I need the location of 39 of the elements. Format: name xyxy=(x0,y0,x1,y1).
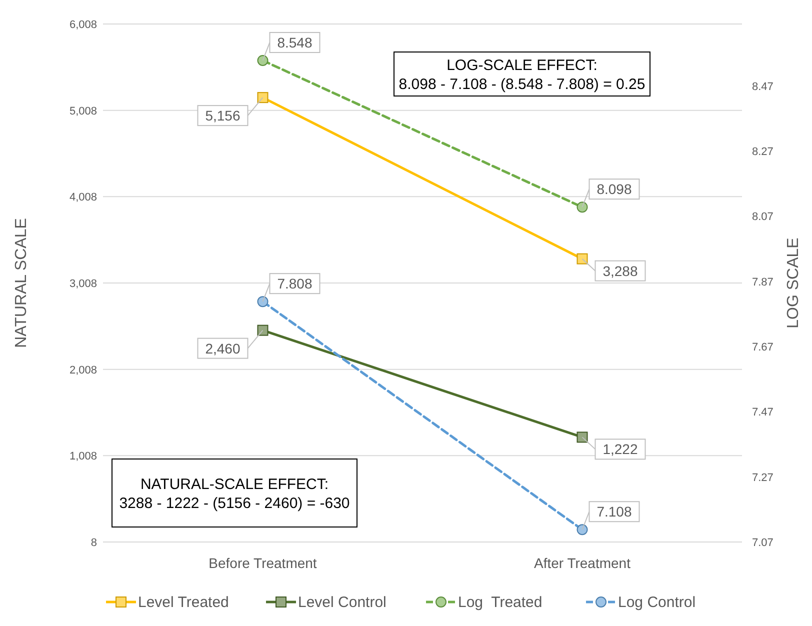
y2-tick-label: 8.27 xyxy=(752,146,774,158)
data-label: 1,222 xyxy=(602,441,638,458)
legend-label: Log Control xyxy=(618,594,696,611)
legend-label: Level Control xyxy=(298,594,386,611)
data-label: 2,460 xyxy=(205,340,240,356)
y-tick-label: 6,008 xyxy=(69,19,97,31)
data-label: 7.808 xyxy=(277,276,312,292)
annotation: LOG-SCALE EFFECT: 8.098 - 7.108 - (8.548 - 7.808) = 0.25 xyxy=(398,57,646,93)
data-label: 8.098 xyxy=(596,181,632,198)
legend-label: Level Treated xyxy=(138,594,229,611)
y-axis-title: NATURAL SCALE xyxy=(13,218,30,348)
y2-tick-label: 7.47 xyxy=(752,406,774,419)
annotation: NATURAL-SCALE EFFECT: 3288 - 1222 - (5156 - 2460) = -630 xyxy=(119,476,350,512)
data-label: 8.548 xyxy=(277,34,312,50)
point xyxy=(257,296,268,308)
data-label: 3,288 xyxy=(602,262,638,279)
data-label: 5,156 xyxy=(205,108,240,124)
y2-tick-label: 8.47 xyxy=(752,80,774,93)
y-tick-label: 3,008 xyxy=(69,278,97,290)
point xyxy=(576,202,588,213)
y2-tick-label: 7.87 xyxy=(752,276,774,288)
y-tick-label: 8 xyxy=(90,537,97,549)
y2-tick-label: 7.07 xyxy=(752,537,774,549)
y2-tick-label: 7.67 xyxy=(752,342,774,354)
data-label: 7.108 xyxy=(596,504,632,520)
y-tick-label: 5,008 xyxy=(69,105,97,118)
y2-axis-title: LOG SCALE xyxy=(785,238,802,328)
y-tick-label: 2,008 xyxy=(69,364,97,376)
y-tick-label: 1,008 xyxy=(69,450,97,463)
y2-tick-label: 8.07 xyxy=(752,211,774,224)
y-tick-label: 4,008 xyxy=(69,192,97,204)
legend-label: Log Treated xyxy=(458,594,542,611)
point xyxy=(257,324,268,336)
point xyxy=(257,54,268,66)
point xyxy=(576,432,588,443)
point xyxy=(576,524,588,536)
x-tick-label: After Treatment xyxy=(534,555,631,571)
y2-tick-label: 7.27 xyxy=(752,472,774,484)
x-tick-label: Before Treatment xyxy=(208,555,317,571)
